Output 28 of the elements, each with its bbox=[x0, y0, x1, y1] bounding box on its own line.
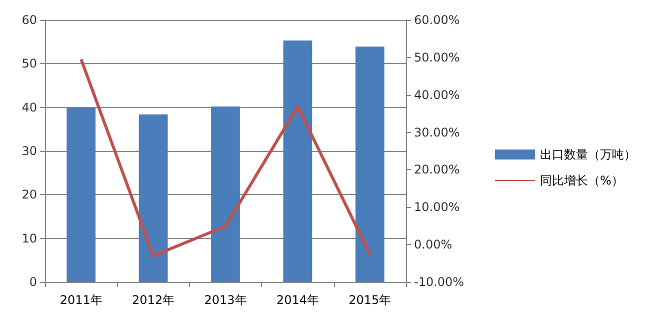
bar bbox=[211, 106, 240, 282]
bar bbox=[66, 108, 96, 282]
y2-tick-label: 0.00% bbox=[414, 238, 452, 252]
x-tick-label: 2015年 bbox=[348, 293, 392, 307]
legend-label: 出口数量（万吨） bbox=[540, 148, 636, 162]
y-tick-label: 20 bbox=[22, 188, 37, 202]
y2-tick-label: -10.00% bbox=[414, 275, 464, 289]
y-tick-label: 60 bbox=[22, 13, 37, 27]
y2-tick-label: 50.00% bbox=[414, 50, 460, 64]
bar bbox=[138, 114, 168, 282]
y-tick-label: 50 bbox=[22, 56, 37, 71]
y2-tick-label: 40.00% bbox=[414, 88, 460, 102]
y2-tick-label: 20.00% bbox=[414, 162, 460, 177]
legend-label: 同比增长（%） bbox=[540, 174, 624, 188]
y-tick-label: 40 bbox=[22, 100, 37, 114]
line-series bbox=[80, 58, 372, 258]
x-tick-label: 2011年 bbox=[60, 293, 102, 307]
y-tick-label: 30 bbox=[22, 144, 37, 158]
x-tick-label: 2014年 bbox=[276, 293, 319, 307]
y-tick-label: 10 bbox=[22, 231, 37, 246]
y2-tick-label: 60.00% bbox=[414, 13, 460, 27]
bar bbox=[355, 46, 384, 282]
x-tick-label: 2012年 bbox=[132, 293, 175, 307]
bar bbox=[283, 40, 312, 282]
y-tick-label: 0 bbox=[29, 275, 37, 289]
y2-tick-label: 10.00% bbox=[414, 200, 460, 214]
y2-tick-label: 30.00% bbox=[414, 125, 460, 140]
x-tick-label: 2013年 bbox=[204, 293, 247, 307]
